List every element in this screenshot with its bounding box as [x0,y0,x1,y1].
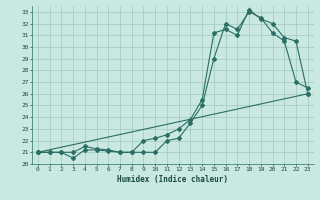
X-axis label: Humidex (Indice chaleur): Humidex (Indice chaleur) [117,175,228,184]
